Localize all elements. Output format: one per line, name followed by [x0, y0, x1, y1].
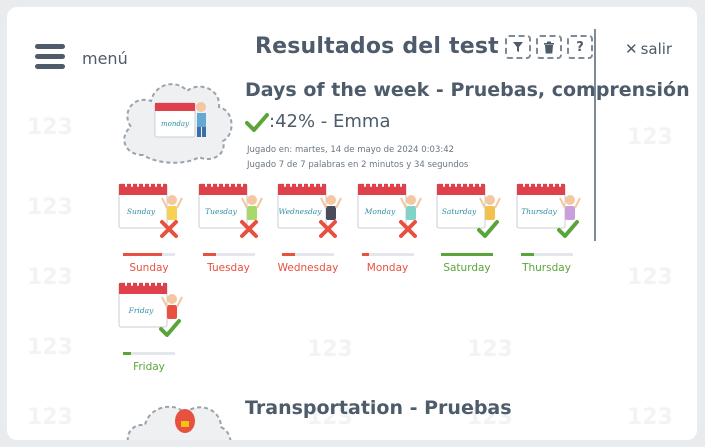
calendar-image: Wednesday — [277, 180, 342, 238]
calendar-image: Thursday — [516, 180, 581, 238]
menu-bar — [35, 64, 65, 69]
correct-check-icon — [556, 220, 579, 238]
calendar-image: Friday — [118, 279, 183, 337]
word-label: Saturday — [443, 262, 491, 274]
calendar-image: Saturday — [436, 180, 501, 238]
exit-label: salir — [640, 40, 673, 58]
word-card[interactable]: Thursday — [515, 178, 581, 244]
word-progress-fill — [123, 352, 131, 355]
word-card[interactable]: Friday — [117, 277, 183, 343]
wrong-cross-icon — [160, 220, 178, 238]
word-label: Friday — [133, 361, 165, 373]
word-card[interactable]: Monday — [356, 178, 422, 244]
exit-button[interactable]: ✕ salir — [625, 40, 672, 58]
played-summary: Jugado 7 de 7 palabras en 2 minutos y 34… — [247, 160, 469, 170]
word-label: Tuesday — [207, 262, 250, 274]
word-card[interactable]: Wednesday — [276, 178, 342, 244]
menu-bar — [35, 54, 65, 59]
filter-icon — [513, 42, 523, 52]
calendar-card-text: Friday — [128, 306, 154, 315]
delete-button[interactable] — [536, 35, 562, 59]
app-frame: 123 123 123 123 123 123 123 123 123 123 … — [7, 7, 697, 440]
menu-label[interactable]: menú — [82, 49, 128, 68]
word-progress-bar — [361, 253, 414, 256]
played-date: Jugado en: martes, 14 de mayo de 2024 0:… — [247, 145, 455, 155]
calendar-card-text: Sunday — [127, 207, 156, 216]
calendar-image: Monday — [357, 180, 422, 238]
test-thumbnail-2[interactable] — [115, 393, 239, 440]
help-button[interactable]: ? — [567, 35, 593, 59]
word-progress-fill — [520, 253, 534, 256]
calendar-image: Tuesday — [198, 180, 263, 238]
correct-check-icon — [159, 319, 181, 337]
wrong-cross-icon — [239, 220, 258, 238]
check-icon — [245, 112, 269, 132]
menu-button[interactable] — [35, 44, 65, 72]
word-label: Sunday — [129, 262, 169, 274]
calendar-card-text: Tuesday — [205, 207, 237, 216]
test-title[interactable]: Days of the week - Pruebas, comprensión — [245, 79, 690, 101]
word-progress-bar — [282, 253, 334, 256]
score-text: :42% - Emma — [269, 111, 391, 132]
filter-button[interactable] — [505, 35, 531, 59]
calendar-card-text: Saturday — [442, 207, 477, 216]
score-line: :42% - Emma — [245, 111, 390, 132]
page-title: Resultados del test — [255, 34, 499, 59]
word-card[interactable]: Tuesday — [197, 178, 263, 244]
calendar-card-text: Monday — [363, 207, 395, 216]
calendar-card-text: Thursday — [521, 207, 557, 216]
word-progress-bar — [202, 253, 255, 256]
word-label: Wednesday — [277, 262, 339, 274]
word-progress-fill — [361, 253, 370, 256]
thumbnail-card-label: monday — [161, 120, 190, 128]
menu-bar — [35, 44, 65, 49]
word-progress-fill — [441, 253, 493, 256]
trash-icon — [544, 41, 554, 53]
word-label: Monday — [366, 262, 409, 274]
word-progress-bar — [123, 253, 175, 256]
word-progress-bar — [123, 352, 175, 355]
scroll-divider — [594, 29, 596, 241]
test-title-2[interactable]: Transportation - Pruebas — [245, 397, 512, 419]
calendar-card-text: Wednesday — [279, 207, 323, 216]
word-progress-fill — [123, 253, 162, 256]
word-progress-bar — [520, 253, 573, 256]
background-watermark: 123 123 123 123 123 123 123 123 123 123 … — [27, 115, 673, 430]
word-progress-fill — [282, 253, 295, 256]
correct-check-icon — [477, 220, 499, 238]
close-icon: ✕ — [625, 40, 638, 58]
wrong-cross-icon — [319, 220, 337, 238]
word-progress-bar — [441, 253, 493, 256]
word-card[interactable]: Saturday — [435, 178, 501, 244]
word-label: Thursday — [522, 262, 571, 274]
word-card[interactable]: Sunday — [117, 178, 183, 244]
test-thumbnail[interactable]: monday — [115, 73, 239, 167]
wrong-cross-icon — [398, 220, 417, 238]
calendar-image: Sunday — [118, 180, 183, 238]
help-icon: ? — [576, 39, 584, 55]
word-progress-fill — [202, 253, 216, 256]
